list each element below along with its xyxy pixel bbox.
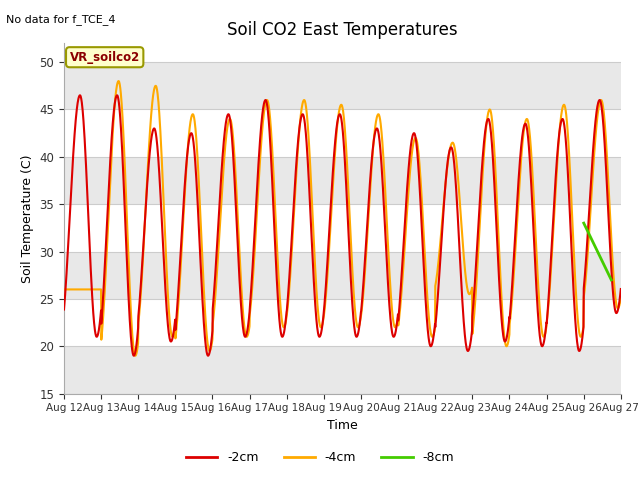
X-axis label: Time: Time	[327, 419, 358, 432]
Bar	[64, 157, 621, 204]
Bar	[64, 346, 621, 394]
Bar	[64, 62, 621, 109]
Bar	[64, 252, 621, 299]
Legend: -2cm, -4cm, -8cm: -2cm, -4cm, -8cm	[181, 446, 459, 469]
Text: VR_soilco2: VR_soilco2	[70, 51, 140, 64]
Bar	[64, 204, 621, 252]
Bar	[64, 109, 621, 157]
Text: No data for f_TCE_4: No data for f_TCE_4	[6, 14, 116, 25]
Bar	[64, 299, 621, 346]
Y-axis label: Soil Temperature (C): Soil Temperature (C)	[21, 154, 34, 283]
Title: Soil CO2 East Temperatures: Soil CO2 East Temperatures	[227, 21, 458, 39]
